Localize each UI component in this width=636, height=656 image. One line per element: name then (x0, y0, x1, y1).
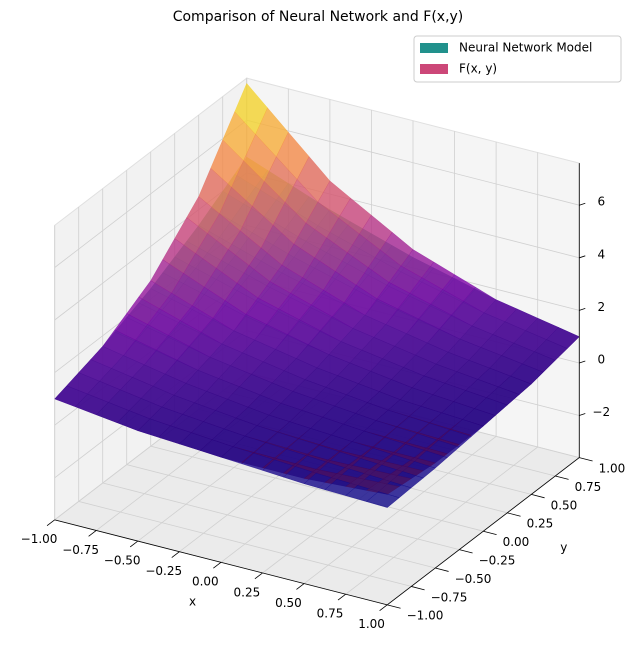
x-tick (88, 530, 97, 537)
grid-line (78, 207, 412, 587)
x-tick-label: −0.25 (145, 564, 182, 578)
z-tick (579, 308, 586, 311)
x-tick-label: 0.00 (192, 575, 219, 589)
x-tick-label: −0.50 (104, 553, 141, 567)
z-tick-label: −2 (592, 405, 610, 419)
y-tick-label: −0.75 (431, 590, 468, 604)
x-tick-label: 0.25 (234, 585, 261, 599)
x-tick-label: −0.75 (62, 543, 99, 557)
legend-box (413, 35, 622, 83)
grid-line (102, 188, 436, 569)
y-tick-label: −1.00 (407, 609, 444, 623)
y-tick (531, 494, 545, 499)
x-tick-label: 1.00 (358, 617, 385, 631)
y-tick-label: 1.00 (599, 462, 626, 476)
legend-label: F(x, y) (459, 62, 497, 76)
x-tick (254, 572, 263, 580)
x-tick-label: −1.00 (21, 532, 58, 546)
y-tick-label: 0.25 (527, 517, 554, 531)
chart-title: Comparison of Neural Network and F(x,y) (173, 9, 464, 25)
axes: −1.00 −0.75 −0.50 −0.25 0.00 0.25 0.50 0.75 1.00… (21, 163, 626, 631)
legend-label: Neural Network Model (459, 41, 592, 55)
z-tick-label: 4 (597, 247, 605, 261)
y-tick (579, 457, 593, 462)
surface-cell (366, 491, 400, 508)
x-tick (129, 540, 139, 548)
y-tick (435, 567, 449, 572)
legend: Neural Network Model F(x, y) (413, 35, 622, 83)
x-tick-label: 0.75 (317, 607, 344, 621)
z-tick (579, 202, 586, 206)
y-tick-label: 0.75 (575, 480, 602, 494)
z-tick-label: 0 (597, 352, 605, 366)
x-tick (337, 593, 346, 601)
x-axis-label: x (189, 594, 196, 608)
y-axis-label: y (560, 541, 567, 555)
y-tick (387, 604, 401, 609)
y-axis-line (387, 457, 580, 606)
surfaces (54, 83, 580, 508)
x-tick (213, 562, 222, 569)
y-tick-label: −0.50 (455, 572, 492, 586)
z-tick (579, 413, 586, 416)
y-tick-label: 0.00 (503, 535, 530, 549)
x-tick-label: 0.50 (275, 596, 302, 610)
x-tick (46, 519, 55, 527)
y-tick-label: −0.25 (479, 554, 516, 568)
legend-swatch (420, 43, 448, 53)
x-tick (296, 583, 305, 590)
legend-swatch (420, 64, 448, 74)
y-tick-label: 0.50 (551, 498, 578, 512)
z-tick (579, 360, 586, 364)
y-tick (459, 549, 473, 554)
y-tick (507, 512, 521, 517)
x-tick (379, 604, 388, 612)
z-tick (579, 255, 586, 259)
grid-line (126, 170, 460, 550)
x-tick (171, 551, 180, 558)
z-tick-label: 2 (597, 300, 605, 314)
y-tick (483, 530, 497, 536)
y-tick (411, 586, 425, 591)
z-tick-label: 6 (597, 195, 605, 209)
y-tick (555, 475, 569, 480)
